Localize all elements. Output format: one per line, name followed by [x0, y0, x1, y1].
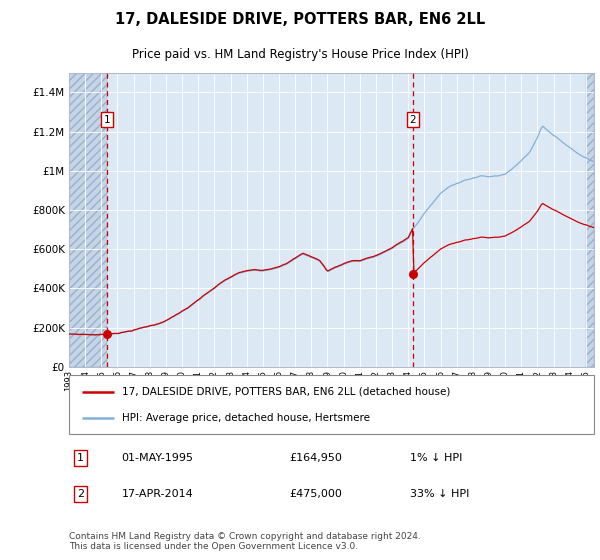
Bar	[69, 73, 107, 367]
Text: 2: 2	[410, 115, 416, 125]
Bar	[586, 73, 594, 367]
Point	[102, 330, 112, 339]
Text: 1% ↓ HPI: 1% ↓ HPI	[410, 453, 463, 463]
Text: HPI: Average price, detached house, Hertsmere: HPI: Average price, detached house, Hert…	[121, 413, 370, 423]
Text: Contains HM Land Registry data © Crown copyright and database right 2024.
This d: Contains HM Land Registry data © Crown c…	[69, 532, 421, 551]
Text: 1: 1	[103, 115, 110, 125]
Text: 33% ↓ HPI: 33% ↓ HPI	[410, 489, 470, 499]
Bar	[69, 73, 107, 367]
Text: 1: 1	[77, 453, 84, 463]
Text: £475,000: £475,000	[290, 489, 343, 499]
Text: 01-MAY-1995: 01-MAY-1995	[121, 453, 193, 463]
Bar	[586, 73, 594, 367]
Text: £164,950: £164,950	[290, 453, 343, 463]
Text: 17, DALESIDE DRIVE, POTTERS BAR, EN6 2LL (detached house): 17, DALESIDE DRIVE, POTTERS BAR, EN6 2LL…	[121, 386, 450, 396]
Text: 17, DALESIDE DRIVE, POTTERS BAR, EN6 2LL: 17, DALESIDE DRIVE, POTTERS BAR, EN6 2LL	[115, 12, 485, 27]
FancyBboxPatch shape	[69, 375, 594, 434]
Text: Price paid vs. HM Land Registry's House Price Index (HPI): Price paid vs. HM Land Registry's House …	[131, 48, 469, 61]
Text: 2: 2	[77, 489, 84, 499]
Point	[408, 269, 418, 278]
Text: 17-APR-2014: 17-APR-2014	[121, 489, 193, 499]
